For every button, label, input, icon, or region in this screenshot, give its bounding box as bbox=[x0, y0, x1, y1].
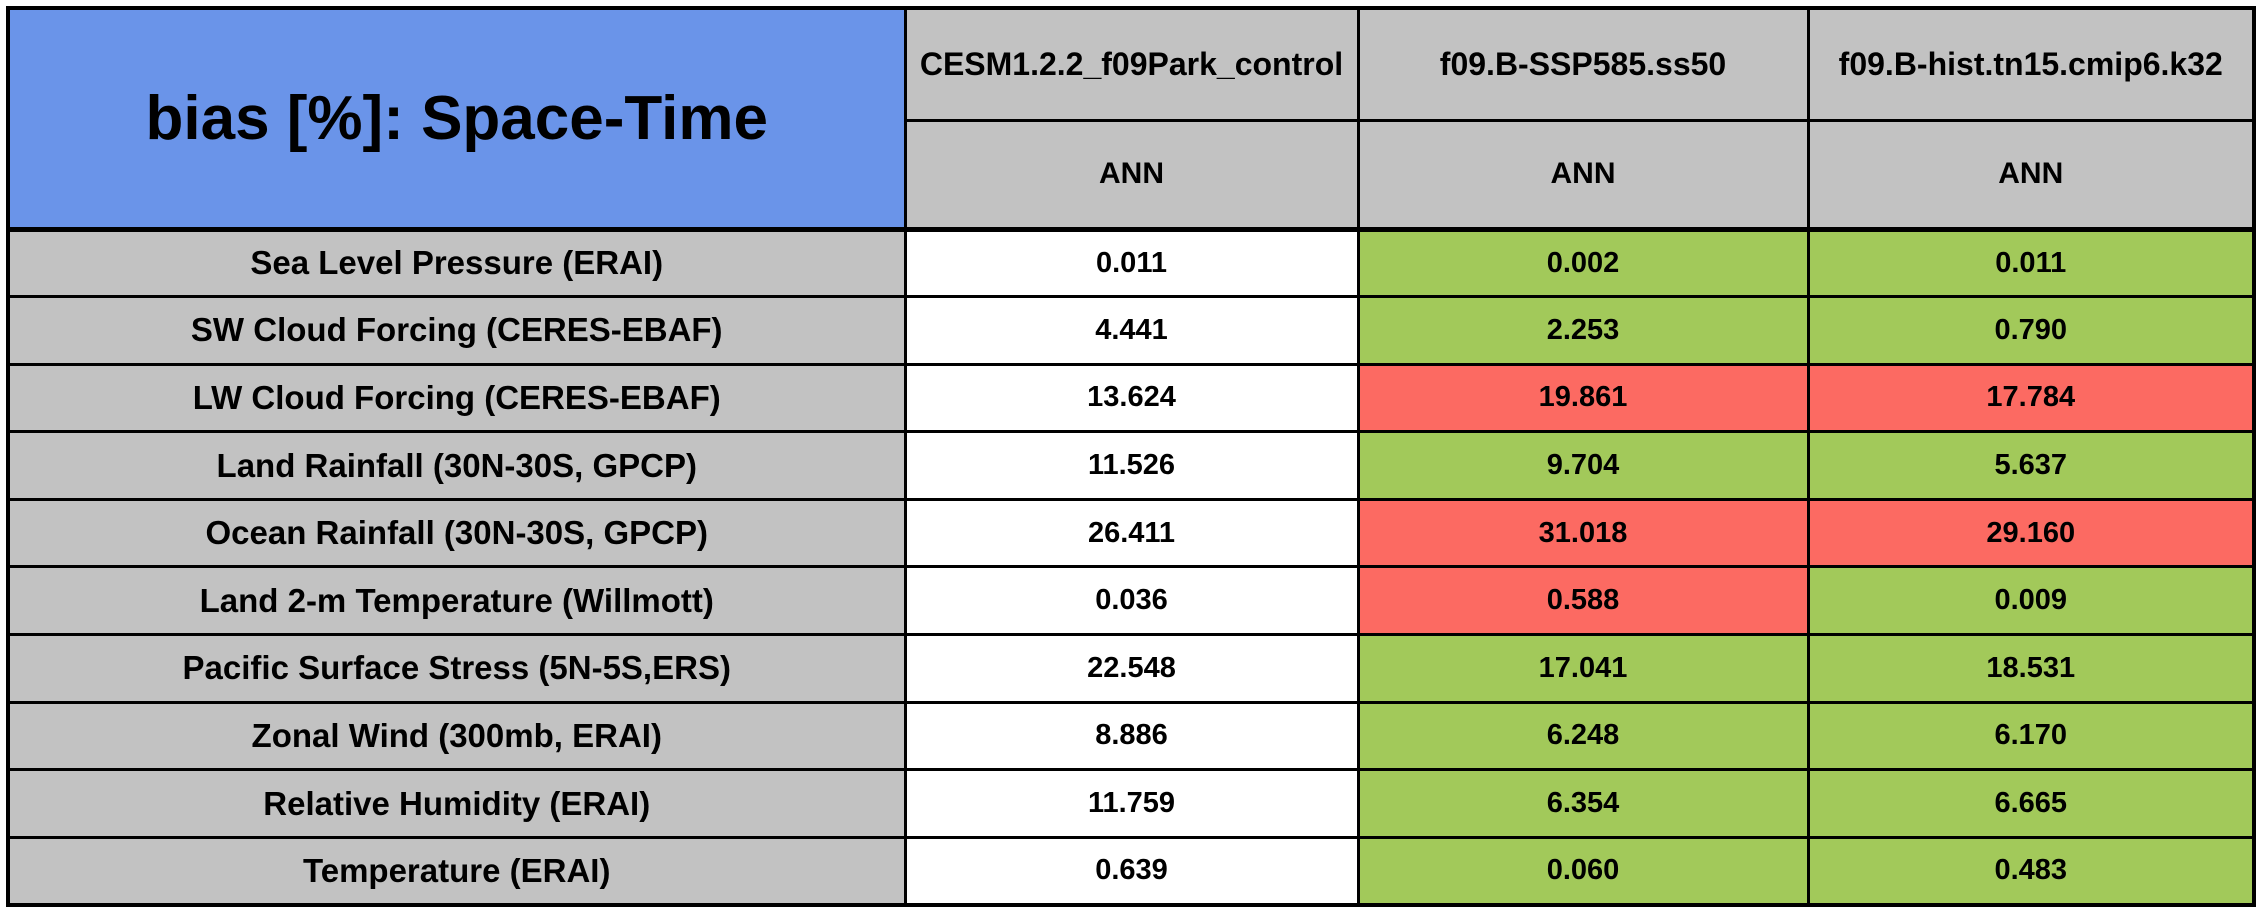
table-row: Land Rainfall (30N-30S, GPCP) 11.526 9.704… bbox=[6, 430, 2256, 501]
season-header-row: ANN ANN ANN bbox=[8, 118, 2256, 232]
value-cell: 29.160 bbox=[1806, 497, 2256, 569]
value-cell: 31.018 bbox=[1356, 497, 1810, 569]
row-label: LW Cloud Forcing (CERES-EBAF) bbox=[6, 362, 907, 434]
row-label: Ocean Rainfall (30N-30S, GPCP) bbox=[6, 497, 907, 569]
column-header-season-2: ANN bbox=[1356, 118, 1810, 232]
row-label: Land 2-m Temperature (Willmott) bbox=[6, 565, 907, 637]
table-row: LW Cloud Forcing (CERES-EBAF) 13.624 19.86… bbox=[6, 362, 2256, 434]
value-cell: 11.526 bbox=[903, 430, 1360, 501]
table-row: Pacific Surface Stress (5N-5S,ERS) 22.548… bbox=[6, 633, 2256, 704]
table-body: Sea Level Pressure (ERAI) 0.011 0.002 0.011… bbox=[6, 227, 2256, 907]
table-row: Sea Level Pressure (ERAI) 0.011 0.002 0.011 bbox=[6, 227, 2256, 299]
row-label: Temperature (ERAI) bbox=[6, 835, 907, 907]
table-row: Relative Humidity (ERAI) 11.759 6.354 6.665 bbox=[6, 768, 2256, 839]
value-cell: 17.784 bbox=[1806, 362, 2256, 434]
bias-table: bias [%]: Space-Time CESM1.2.2_f09Park_c… bbox=[6, 6, 2256, 907]
value-cell: 4.441 bbox=[903, 295, 1360, 366]
value-cell: 6.354 bbox=[1356, 768, 1810, 839]
table-header: bias [%]: Space-Time CESM1.2.2_f09Park_c… bbox=[6, 6, 2256, 232]
value-cell: 5.637 bbox=[1806, 430, 2256, 501]
value-cell: 13.624 bbox=[903, 362, 1360, 434]
column-header-season-1: ANN bbox=[903, 118, 1360, 232]
value-cell: 19.861 bbox=[1356, 362, 1810, 434]
value-cell: 22.548 bbox=[903, 633, 1360, 704]
row-label: Relative Humidity (ERAI) bbox=[6, 768, 907, 839]
value-cell: 0.011 bbox=[1806, 227, 2256, 299]
value-cell: 8.886 bbox=[903, 700, 1360, 772]
value-cell: 0.588 bbox=[1356, 565, 1810, 637]
column-header-model-1: CESM1.2.2_f09Park_control bbox=[903, 6, 1360, 122]
table-row: Temperature (ERAI) 0.639 0.060 0.483 bbox=[6, 835, 2256, 907]
row-label: Sea Level Pressure (ERAI) bbox=[6, 227, 907, 299]
table-title-cell: bias [%]: Space-Time bbox=[6, 6, 907, 232]
row-label: Pacific Surface Stress (5N-5S,ERS) bbox=[6, 633, 907, 704]
value-cell: 0.011 bbox=[903, 227, 1360, 299]
model-header-row: bias [%]: Space-Time CESM1.2.2_f09Park_c… bbox=[6, 6, 2256, 232]
value-cell: 9.704 bbox=[1356, 430, 1810, 501]
value-cell: 0.639 bbox=[903, 835, 1360, 907]
table-row: Land 2-m Temperature (Willmott) 0.036 0.58… bbox=[6, 565, 2256, 637]
value-cell: 18.531 bbox=[1806, 633, 2256, 704]
column-header-model-2: f09.B-SSP585.ss50 bbox=[1356, 6, 1810, 122]
value-cell: 26.411 bbox=[903, 497, 1360, 569]
value-cell: 0.483 bbox=[1806, 835, 2256, 907]
row-label: Land Rainfall (30N-30S, GPCP) bbox=[6, 430, 907, 501]
value-cell: 0.790 bbox=[1806, 295, 2256, 366]
value-cell: 0.009 bbox=[1806, 565, 2256, 637]
value-cell: 6.665 bbox=[1806, 768, 2256, 839]
value-cell: 2.253 bbox=[1356, 295, 1810, 366]
row-label: SW Cloud Forcing (CERES-EBAF) bbox=[6, 295, 907, 366]
column-header-model-3: f09.B-hist.tn15.cmip6.k32 bbox=[1806, 6, 2256, 122]
value-cell: 6.248 bbox=[1356, 700, 1810, 772]
table-row: Ocean Rainfall (30N-30S, GPCP) 26.411 31.0… bbox=[6, 497, 2256, 569]
value-cell: 11.759 bbox=[903, 768, 1360, 839]
table-row: SW Cloud Forcing (CERES-EBAF) 4.441 2.253 0… bbox=[6, 295, 2256, 366]
value-cell: 17.041 bbox=[1356, 633, 1810, 704]
value-cell: 0.060 bbox=[1356, 835, 1810, 907]
value-cell: 0.002 bbox=[1356, 227, 1810, 299]
table-row: Zonal Wind (300mb, ERAI) 8.886 6.248 6.170 bbox=[6, 700, 2256, 772]
column-header-season-3: ANN bbox=[1806, 118, 2256, 232]
value-cell: 6.170 bbox=[1806, 700, 2256, 772]
row-label: Zonal Wind (300mb, ERAI) bbox=[6, 700, 907, 772]
value-cell: 0.036 bbox=[903, 565, 1360, 637]
